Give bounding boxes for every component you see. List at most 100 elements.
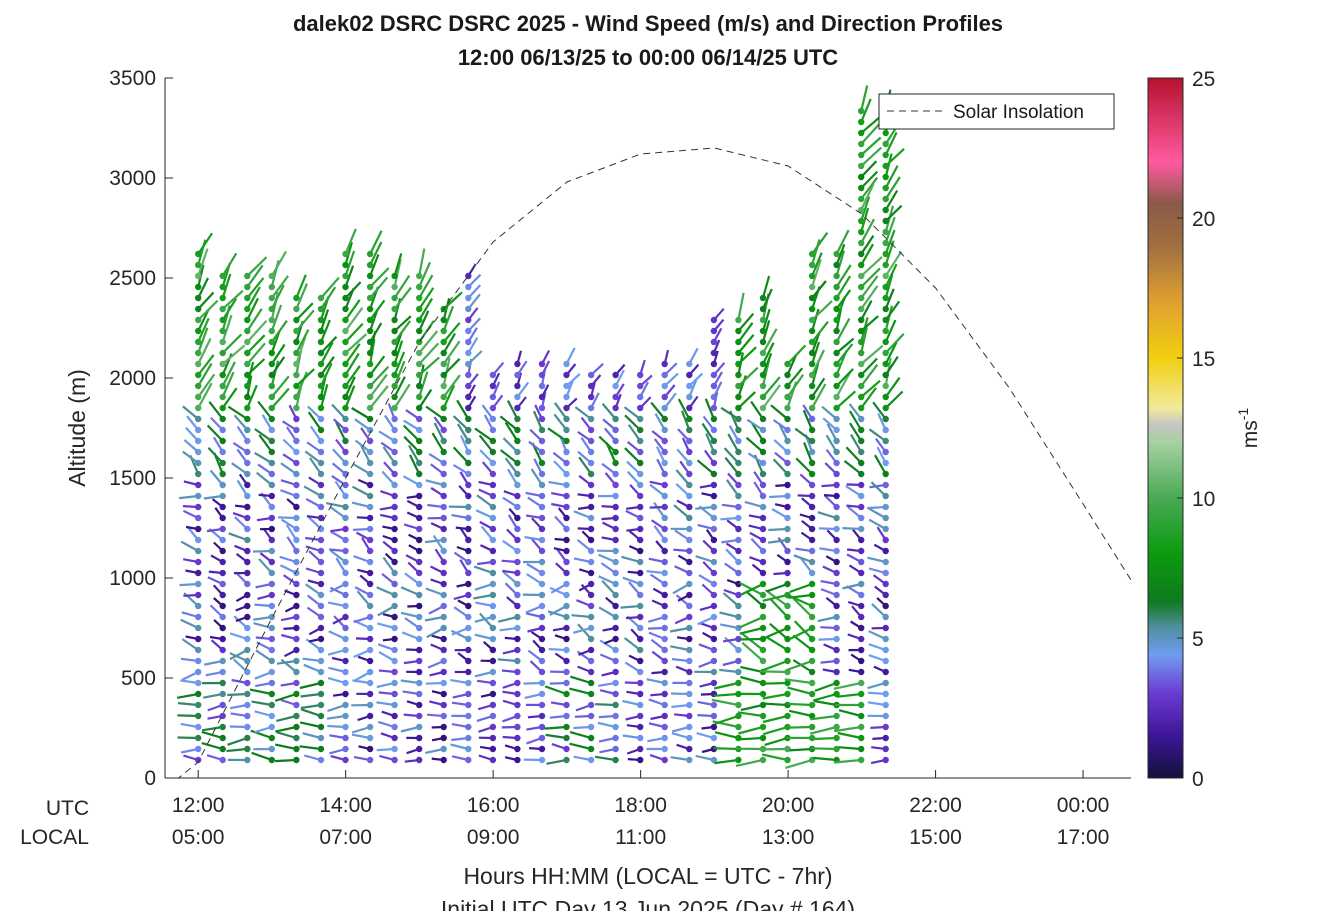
wind-barb-shaft [838,709,862,718]
wind-barb-dot [808,580,816,588]
wind-barb-dot [882,745,889,753]
wind-barb-dot [710,591,718,599]
wind-barb-dot [784,668,791,676]
chart-title: dalek02 DSRC DSRC 2025 - Wind Speed (m/s… [293,11,1003,36]
wind-barb-dot [440,514,447,522]
wind-barb-dot [293,514,300,522]
wind-barb-dot [416,624,423,632]
wind-barb-dot [195,393,202,401]
wind-barb-dot [342,283,349,291]
wind-barb-dot [293,525,300,533]
wind-barb-shaft [884,176,901,200]
wind-barb-shaft [227,736,248,746]
wind-barb-dot [416,349,423,357]
wind-barb-dot [465,657,472,665]
wind-barb-shaft [546,758,567,765]
wind-barb-dot [538,492,546,500]
wind-barb-dot [833,250,840,258]
wind-barb-dot [563,503,570,511]
wind-barb-dot [366,360,374,368]
wind-barb-dot [489,393,497,401]
wind-barb-shaft [786,659,813,671]
wind-barb-dot [686,591,693,599]
wind-barb-dot [268,415,275,423]
wind-barb-dot [710,481,718,489]
wind-barb-dot [342,360,349,368]
wind-barb-dot [317,668,325,676]
wind-barb-shaft [197,373,216,398]
wind-barb-dot [808,536,816,544]
wind-barb-dot [317,756,325,764]
wind-barb-dot [465,734,472,742]
wind-barb-dot [538,712,546,720]
wind-barb-shaft [739,626,764,635]
wind-barb-dot [366,580,374,588]
wind-barb-dot [858,305,865,313]
wind-barb-shaft [201,725,223,732]
wind-barb-dot [391,426,398,434]
wind-barb-dot [612,415,619,423]
wind-barb-dot [637,481,644,489]
wind-barb-shaft [620,604,641,609]
wind-barb-shaft [860,317,869,343]
wind-barb-dot [219,316,226,324]
x-tick-label-utc: 14:00 [319,794,372,817]
x-tick-label-utc: 16:00 [467,794,520,817]
wind-barb-dot [342,382,349,390]
wind-barb-dot [342,756,349,764]
wind-barb-dot [268,657,275,665]
wind-barb-dot [637,448,644,456]
wind-barb-dot [858,349,865,357]
wind-barb-shaft [696,459,715,475]
wind-barb-dot [637,624,644,632]
wind-barb-dot [833,734,840,742]
wind-barb-dot [416,404,423,412]
wind-barb-dot [833,382,840,390]
wind-barb-shaft [226,747,248,753]
wind-barb-shaft [884,332,905,354]
wind-barb-dot [317,580,325,588]
wind-barb-dot [416,514,423,522]
wind-barb-dot [563,481,570,489]
wind-barb-dot [686,668,693,676]
wind-barb-shaft [767,538,788,544]
wind-barb-dot [366,250,374,258]
wind-barb-dot [686,723,693,731]
wind-barb-shaft [810,714,837,721]
wind-barb-dot [784,481,791,489]
wind-barb-dot [465,712,472,720]
wind-barb-shaft [319,384,329,409]
wind-barb-dot [317,327,325,335]
wind-barb-dot [391,404,398,412]
wind-barb-dot [833,536,840,544]
wind-barb-dot [244,624,251,632]
wind-barb-dot [465,360,472,368]
wind-barb-dot [317,503,325,511]
wind-barb-dot [489,371,497,379]
x-tick-label-local: 09:00 [467,826,520,849]
wind-barb-dot [195,525,202,533]
wind-barb-dot [244,547,251,555]
wind-barb-dot [661,613,668,621]
wind-barb-dot [219,371,226,379]
wind-barb-dot [219,492,226,500]
wind-barb-shaft [811,383,827,409]
wind-barb-shaft [344,376,356,398]
wind-barb-dot [391,635,398,643]
wind-barb-dot [489,646,497,654]
wind-barb-dot [416,580,423,588]
wind-barb-dot [416,602,423,610]
wind-barb-dot [244,558,251,566]
wind-barb-dot [808,591,816,599]
wind-barb-shaft [246,384,258,409]
wind-barb-shaft [788,593,813,599]
wind-barb-dot [686,492,693,500]
wind-barb-dot [489,624,497,632]
wind-barb-dot [563,679,570,687]
wind-barb-dot [808,624,816,632]
wind-barb-shaft [474,427,494,442]
wind-barb-dot [219,448,226,456]
wind-barb-dot [219,283,226,291]
colorbar-tick-label: 15 [1192,348,1215,371]
wind-barb-dot [268,723,275,731]
